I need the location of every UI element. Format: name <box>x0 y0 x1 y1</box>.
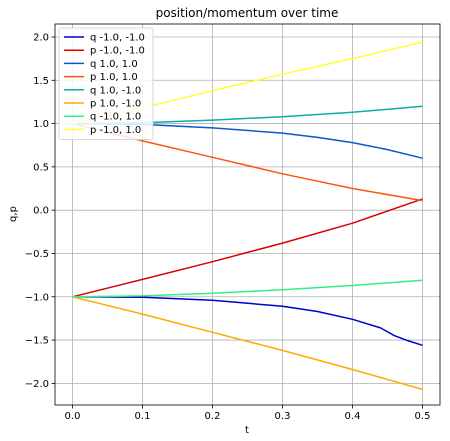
legend-box <box>58 27 154 140</box>
series-line <box>72 122 423 159</box>
legend-label: p -1.0, 1.0 <box>90 125 141 136</box>
series-line <box>72 198 423 298</box>
series-line <box>72 296 423 347</box>
y-tick-label: −1.5 <box>25 336 49 347</box>
legend-label: q 1.0, -1.0 <box>90 85 141 96</box>
chart-title: position/momentum over time <box>156 6 339 20</box>
y-tick-label: 2.0 <box>33 32 49 43</box>
y-tick-label: 1.0 <box>33 119 49 130</box>
y-tick-label: −1.0 <box>25 292 49 303</box>
y-tick-label: −2.0 <box>25 379 49 390</box>
legend-label: q -1.0, 1.0 <box>90 112 141 123</box>
x-tick-label: 0.4 <box>345 411 361 422</box>
y-tick-label: −0.5 <box>25 249 49 260</box>
series-line <box>72 279 423 298</box>
y-tick-label: 1.5 <box>33 76 49 87</box>
series-line <box>72 296 423 391</box>
ticks: 0.0 0.1 0.2 0.3 0.4 0.5 −2.0 −1.5 −1.0 −0.5 0.0 0.5… <box>25 32 431 422</box>
x-tick-label: 0.0 <box>65 411 81 422</box>
plot-frame <box>54 23 441 406</box>
y-tick-label: 0.5 <box>33 162 49 173</box>
x-tick-label: 0.5 <box>415 411 431 422</box>
x-tick-label: 0.3 <box>275 411 291 422</box>
x-tick-label: 0.2 <box>205 411 221 422</box>
y-axis-label: q,p <box>8 206 19 222</box>
legend-label: q 1.0, 1.0 <box>90 59 138 70</box>
legend-label: p 1.0, 1.0 <box>90 72 138 83</box>
legend-label: p -1.0, -1.0 <box>90 46 145 57</box>
legend-label: p 1.0, -1.0 <box>90 99 141 110</box>
legend-label: q -1.0, -1.0 <box>90 33 145 44</box>
series-layer <box>72 41 423 391</box>
legend: q -1.0, -1.0 p -1.0, -1.0 q 1.0, 1.0 p 1.0,… <box>58 27 154 140</box>
y-tick-label: 0.0 <box>33 206 49 217</box>
x-tick-label: 0.1 <box>135 411 151 422</box>
x-axis-label: t <box>245 425 249 436</box>
